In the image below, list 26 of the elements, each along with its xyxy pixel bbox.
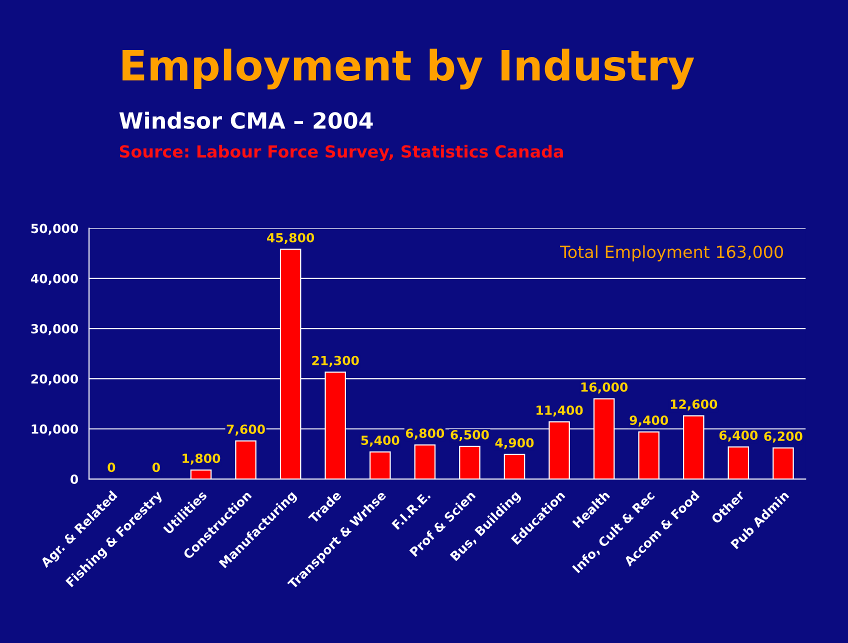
data-label: 6,400 <box>719 430 758 442</box>
data-label: 6,200 <box>764 432 802 443</box>
chart-title: Employment by Industry <box>122 48 694 90</box>
y-tick-label: 50,000 <box>31 224 78 235</box>
data-label: 9,400 <box>630 416 668 427</box>
y-tick-label: 20,000 <box>31 374 78 386</box>
annotation: Total Employment 163,000 <box>560 245 783 262</box>
y-tick-label: 40,000 <box>30 274 78 285</box>
data-label: 16,000 <box>581 382 628 394</box>
data-label: 7,600 <box>226 424 265 436</box>
chart-subtitle: Windsor CMA – 2004 <box>119 112 373 129</box>
data-label: 5,400 <box>361 436 400 447</box>
data-label: 1,800 <box>182 454 220 465</box>
data-label: 0 <box>108 462 116 472</box>
y-tick-label: 10,000 <box>32 424 78 436</box>
data-label: 4,900 <box>495 438 534 450</box>
data-label: 45,800 <box>267 232 314 244</box>
source-note: Source: Labour Force Survey, Statistics Canada <box>120 144 563 162</box>
y-tick-label: 0 <box>70 474 78 484</box>
data-label: 21,300 <box>312 356 359 367</box>
y-tick-label: 30,000 <box>31 324 78 336</box>
data-label: 12,600 <box>670 399 718 411</box>
data-label: 6,800 <box>406 428 444 440</box>
data-label: 0 <box>152 462 160 472</box>
data-label: 6,500 <box>450 430 489 442</box>
data-label: 11,400 <box>536 405 583 417</box>
